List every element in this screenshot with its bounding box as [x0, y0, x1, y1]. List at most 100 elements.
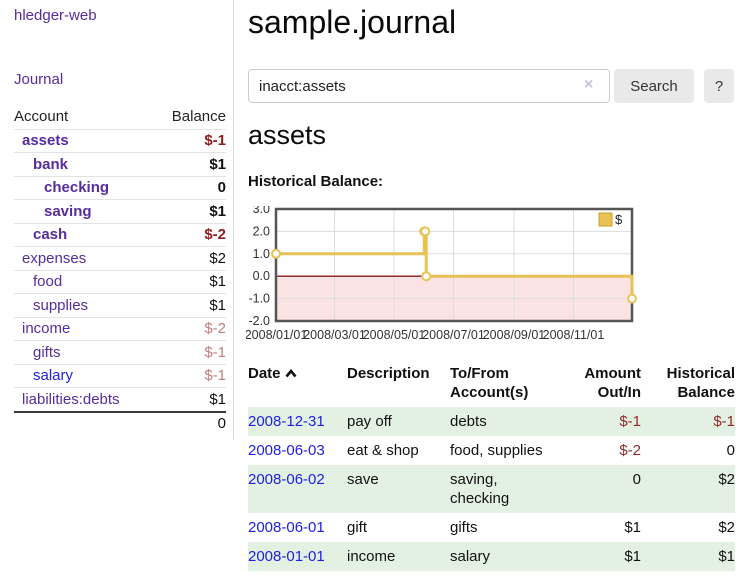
account-link-liabilities-debts[interactable]: liabilities:debts	[22, 390, 120, 408]
account-row-cash: cash $-2	[14, 222, 226, 247]
account-row-expenses: expenses $2	[14, 246, 226, 270]
transaction-date-link[interactable]: 2008-01-01	[248, 548, 325, 565]
transaction-accounts: saving, checking	[450, 471, 510, 507]
svg-text:-1.0: -1.0	[248, 292, 270, 306]
svg-text:2008/03/01: 2008/03/01	[303, 328, 366, 342]
sort-ascending-icon	[284, 365, 298, 384]
account-balance: $-1	[204, 132, 226, 150]
account-link-checking[interactable]: checking	[44, 179, 110, 197]
account-row-food: food $1	[14, 269, 226, 294]
balance-column-header: Historical Balance	[666, 365, 735, 401]
balance-chart: $3.0 2.0 1.0 0.0 -1.0 -2.0 2008/01/01 2008/03/0…	[245, 202, 640, 343]
svg-text:0.0: 0.0	[253, 269, 270, 283]
sidebar-item-journal[interactable]: Journal	[14, 71, 64, 88]
account-link-assets[interactable]: assets	[22, 132, 69, 150]
account-heading: assets	[248, 120, 327, 150]
svg-text:$: $	[615, 212, 623, 227]
transaction-date-link[interactable]: 2008-06-02	[248, 471, 325, 488]
accounts-column-header: Account	[14, 108, 69, 126]
account-balance: 0	[217, 179, 226, 197]
account-balance: $-2	[204, 226, 226, 244]
transaction-accounts: gifts	[450, 519, 478, 536]
account-balance: $1	[209, 296, 226, 314]
help-button[interactable]: ?	[704, 69, 734, 103]
transaction-description: income	[347, 548, 396, 565]
amount-column-header: Amount Out/In	[584, 365, 641, 401]
transaction-balance: 0	[726, 442, 735, 459]
account-row-supplies: supplies $1	[14, 293, 226, 317]
transaction-balance: $-1	[713, 413, 735, 430]
svg-text:1.0: 1.0	[253, 247, 270, 261]
search-input[interactable]	[248, 69, 610, 103]
transaction-balance: $2	[718, 519, 735, 536]
sidebar: hledger-web Journal Account Balance asse…	[0, 0, 234, 440]
svg-text:3.0: 3.0	[253, 206, 270, 216]
account-link-food[interactable]: food	[33, 273, 63, 291]
description-column-header: Description	[347, 365, 430, 382]
account-link-salary[interactable]: salary	[33, 367, 74, 385]
svg-text:2.0: 2.0	[253, 224, 270, 238]
svg-text:2008/09/01: 2008/09/01	[483, 328, 546, 342]
transaction-balance: $2	[718, 471, 735, 488]
app-brand-link[interactable]: hledger-web	[14, 7, 97, 24]
balance-column-header: Balance	[171, 108, 226, 126]
transaction-amount: 0	[632, 471, 641, 488]
svg-text:2008/07/01: 2008/07/01	[422, 328, 485, 342]
account-row-checking: checking 0	[14, 175, 226, 200]
accounts-total-value: 0	[217, 414, 226, 432]
date-column-header[interactable]: Date	[248, 359, 347, 407]
transaction-description: save	[347, 471, 379, 488]
transaction-row: 2008-01-01 income salary $1 $1	[248, 542, 735, 571]
account-balance: $1	[209, 273, 226, 291]
accounts-column-header: To/From Account(s)	[450, 365, 529, 401]
account-link-gifts[interactable]: gifts	[33, 343, 61, 361]
account-balance: $1	[209, 390, 226, 408]
account-balance: $2	[209, 249, 226, 267]
transaction-date-link[interactable]: 2008-06-03	[248, 442, 325, 459]
transaction-accounts: food, supplies	[450, 442, 543, 459]
transaction-amount: $1	[624, 519, 641, 536]
transaction-description: eat & shop	[347, 442, 419, 459]
account-balance: $-1	[204, 367, 226, 385]
account-row-saving: saving $1	[14, 199, 226, 223]
register-header-row: Date Description To/From Account(s) Amou…	[248, 359, 735, 407]
account-row-income: income $-2	[14, 316, 226, 341]
account-link-cash[interactable]: cash	[33, 226, 68, 244]
svg-text:2008/01/01: 2008/01/01	[246, 328, 307, 342]
page-title: sample.journal	[248, 4, 457, 40]
search-button[interactable]: Search	[614, 69, 694, 103]
account-balance: $1	[209, 155, 226, 173]
transaction-date-link[interactable]: 2008-12-31	[248, 413, 325, 430]
transaction-accounts: debts	[450, 413, 487, 430]
transaction-date-link[interactable]: 2008-06-01	[248, 519, 325, 536]
account-link-bank[interactable]: bank	[33, 155, 69, 173]
account-link-income[interactable]: income	[22, 320, 71, 338]
transaction-amount: $-1	[619, 413, 641, 430]
account-balance: $-2	[204, 320, 226, 338]
account-row-bank: bank $1	[14, 152, 226, 176]
transaction-description: pay off	[347, 413, 392, 430]
account-row-assets: assets $-1	[14, 128, 226, 153]
svg-text:2008/11/01: 2008/11/01	[543, 328, 605, 342]
clear-search-icon[interactable]: ×	[584, 76, 594, 93]
date-header-label: Date	[248, 365, 281, 382]
register-table: Date Description To/From Account(s) Amou…	[248, 359, 735, 571]
chart-title: Historical Balance:	[248, 173, 384, 190]
transaction-row: 2008-06-01 gift gifts $1 $2	[248, 513, 735, 542]
account-link-saving[interactable]: saving	[44, 202, 92, 220]
svg-text:-2.0: -2.0	[248, 314, 270, 328]
account-row-salary: salary $-1	[14, 363, 226, 388]
transaction-row: 2008-06-03 eat & shop food, supplies $-2…	[248, 436, 735, 465]
transaction-amount: $1	[624, 548, 641, 565]
transaction-description: gift	[347, 519, 368, 536]
account-balance: $-1	[204, 343, 226, 361]
transaction-row: 2008-12-31 pay off debts $-1 $-1	[248, 407, 735, 436]
account-link-expenses[interactable]: expenses	[22, 249, 87, 267]
search-bar: × Search ?	[248, 69, 742, 103]
account-link-supplies[interactable]: supplies	[33, 296, 89, 314]
account-balance: $1	[209, 202, 226, 220]
transaction-row: 2008-06-02 save saving, checking 0 $2	[248, 465, 735, 513]
accounts-total-row: 0	[14, 410, 226, 435]
svg-text:2008/05/01: 2008/05/01	[363, 328, 426, 342]
